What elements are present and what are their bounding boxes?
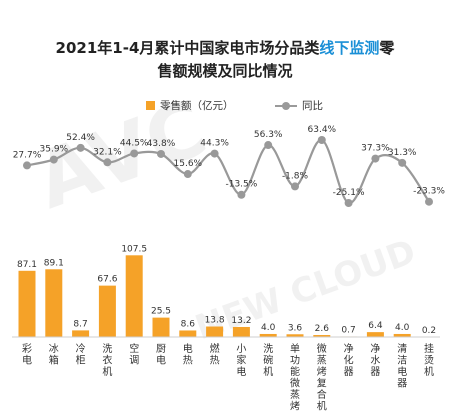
bar-value-label: 107.5 (121, 244, 147, 254)
legend-label-yoy: 同比 (302, 100, 323, 112)
bar-value-label: 4.0 (261, 323, 276, 333)
yoy-point (237, 190, 246, 199)
category-label: 净水器 (370, 342, 380, 378)
yoy-point (398, 158, 407, 167)
yoy-label: 63.4% (308, 125, 337, 135)
category-label: 清洁电器 (397, 342, 407, 390)
yoy-point (130, 149, 139, 158)
yoy-label: 15.6% (174, 159, 203, 169)
legend-item-sales: 零售额（亿元） (146, 98, 234, 113)
legend-item-yoy: 同比 (275, 98, 323, 113)
bar (152, 317, 170, 337)
legend: 零售额（亿元） 同比 (0, 98, 450, 114)
bar-value-label: 87.1 (17, 260, 37, 270)
bar (286, 334, 304, 337)
category-label: 微蒸烤复合机 (317, 342, 327, 413)
yoy-label: 52.4% (66, 133, 95, 143)
category-label: 空调 (129, 342, 139, 367)
category-label: 净化器 (344, 342, 354, 378)
yoy-point (103, 158, 112, 167)
yoy-point (23, 161, 31, 170)
category-label: 挂烫机 (424, 342, 434, 378)
yoy-point (425, 197, 433, 206)
category-label: 单功能微蒸烤 (290, 343, 300, 413)
category-label: 冰箱 (49, 342, 59, 367)
bar-value-label: 6.4 (368, 321, 383, 331)
bar-value-label: 89.1 (44, 258, 64, 268)
category-label: 洗碗机 (263, 343, 273, 378)
yoy-label: 44.3% (200, 139, 229, 149)
yoy-line (26, 138, 430, 205)
bar-value-label: 13.8 (205, 316, 225, 326)
legend-swatch-bar (146, 101, 155, 110)
chart-title-line1: 2021年1-4月累计中国家电市场分品类线下监测零 (0, 37, 450, 60)
yoy-point (291, 182, 299, 191)
bar (313, 335, 331, 337)
bar-value-label: 0.7 (341, 325, 355, 335)
legend-label-sales: 零售额（亿元） (160, 100, 234, 112)
yoy-point (264, 141, 273, 150)
bar (366, 332, 384, 337)
yoy-point (344, 199, 353, 207)
yoy-label: -13.5% (225, 180, 257, 190)
category-label: 厨电 (156, 343, 166, 367)
yoy-point (317, 136, 326, 144)
yoy-point (210, 149, 219, 158)
bar-value-label: 2.6 (315, 324, 330, 334)
yoy-point (76, 143, 85, 152)
bar (98, 285, 116, 337)
yoy-label: -25.1% (333, 188, 365, 198)
category-label: 彩电 (22, 343, 32, 367)
bar (18, 270, 36, 337)
category-label: 电热 (183, 342, 193, 367)
bar-value-label: 3.6 (288, 323, 303, 333)
chart-title-line2: 售额规模及同比情况 (157, 62, 293, 80)
yoy-label: 43.8% (147, 139, 176, 149)
category-label: 洗衣机 (102, 343, 112, 378)
bar (125, 255, 143, 337)
bar-value-label: 4.0 (395, 323, 410, 333)
bar-value-label: 13.2 (231, 316, 251, 326)
bar-value-label: 67.6 (97, 275, 117, 285)
category-label: 燃热 (210, 342, 220, 367)
bar (393, 333, 411, 337)
yoy-label: -1.8% (282, 171, 309, 181)
yoy-label: 31.3% (388, 148, 417, 158)
bar-value-label: 8.7 (73, 319, 87, 329)
category-label: 冷柜 (76, 342, 86, 367)
title-part1: 2021年1-4月累计中国家电市场分品类 (55, 39, 320, 57)
yoy-label: 37.3% (361, 144, 390, 154)
yoy-label: 32.1% (93, 147, 122, 157)
yoy-point (157, 149, 165, 158)
bar-value-label: 0.2 (422, 326, 436, 336)
title-part2: 零 (379, 39, 395, 57)
legend-swatch-line (275, 101, 297, 111)
bar-value-label: 25.5 (151, 307, 171, 317)
bar-value-label: 8.6 (181, 319, 196, 329)
yoy-point (183, 170, 192, 179)
yoy-point (49, 155, 58, 164)
bar (72, 330, 90, 337)
yoy-label: -23.3% (413, 187, 445, 197)
chart-title: 2021年1-4月累计中国家电市场分品类线下监测零 售额规模及同比情况 (0, 37, 450, 83)
bar (45, 269, 63, 337)
yoy-point (371, 154, 380, 163)
category-label: 小家电 (236, 343, 246, 378)
yoy-label: 35.9% (40, 145, 69, 155)
bar (179, 330, 197, 337)
yoy-label: 27.7% (13, 150, 42, 160)
bar (232, 326, 250, 337)
bar (259, 333, 277, 337)
yoy-label: 56.3% (254, 130, 283, 140)
bar (206, 326, 224, 337)
yoy-label: 44.5% (120, 138, 149, 148)
title-highlight: 线下监测 (319, 39, 380, 57)
